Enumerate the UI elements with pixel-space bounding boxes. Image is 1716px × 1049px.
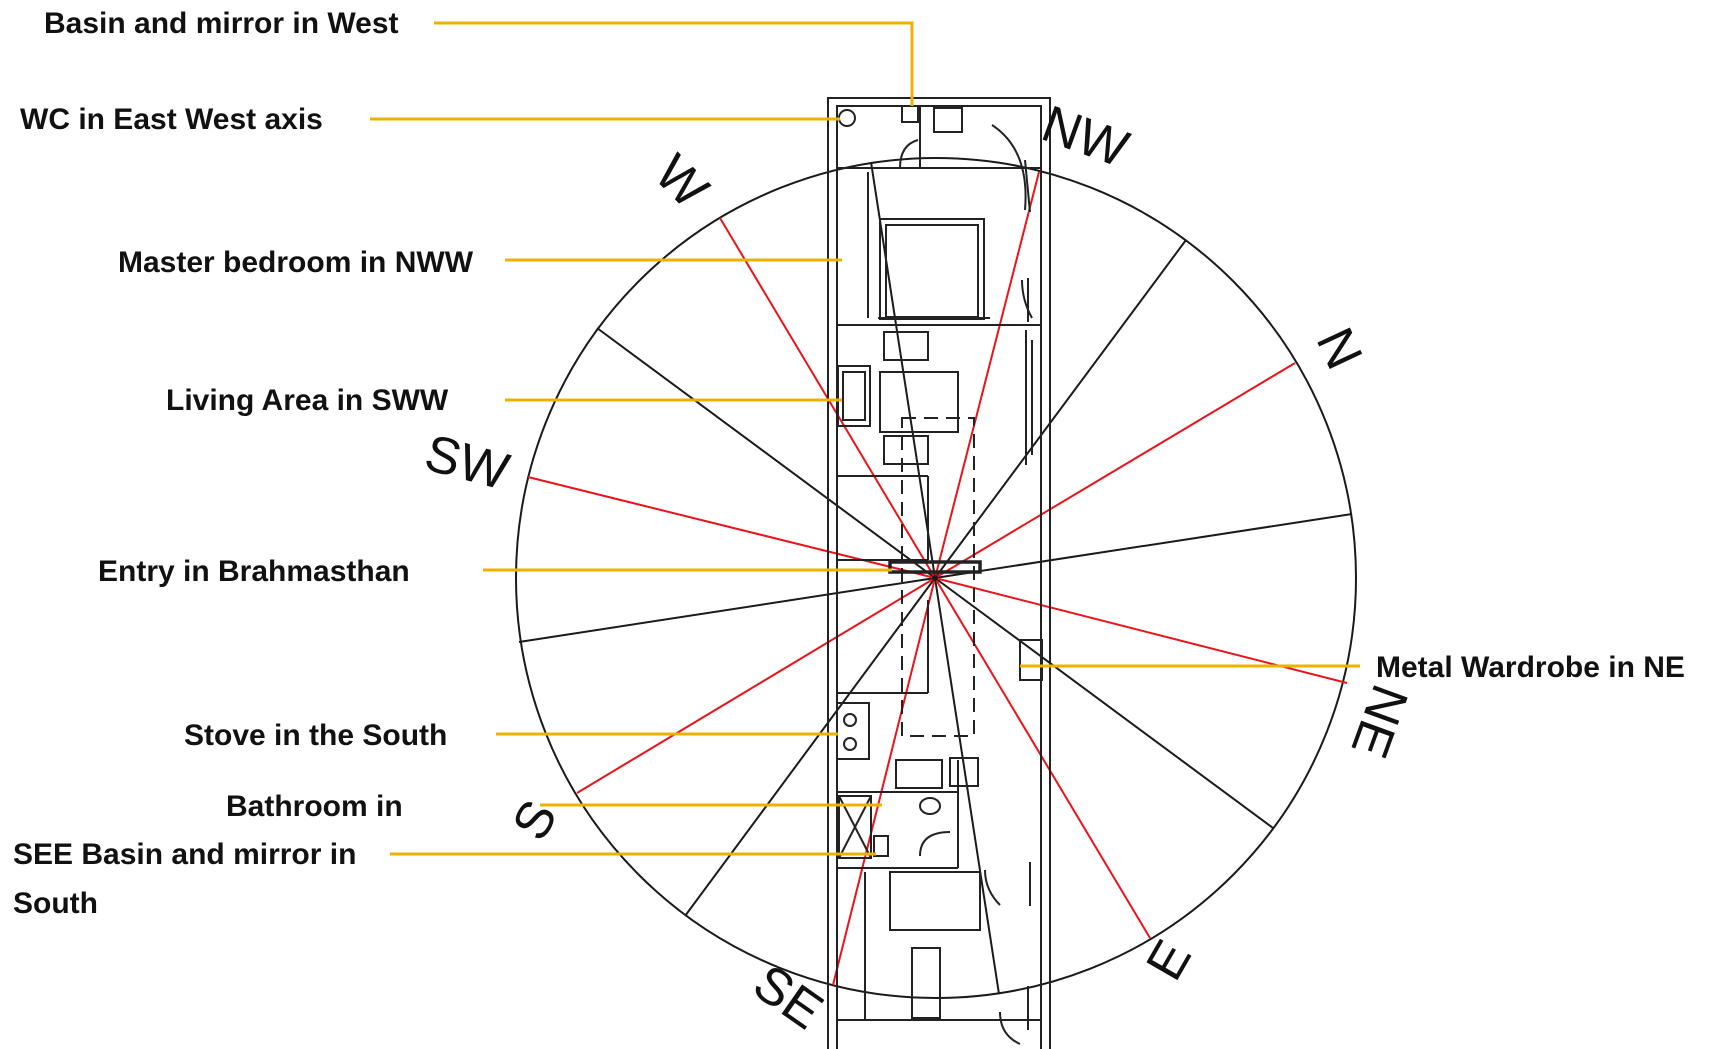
sofa <box>837 365 871 427</box>
armchair <box>883 435 929 465</box>
leader-basin-west <box>434 21 914 106</box>
door-swing <box>899 139 919 169</box>
desk <box>911 947 941 1019</box>
black-sector-lines <box>518 161 1353 995</box>
wc-fixture <box>838 109 856 127</box>
metal-wardrobe <box>1019 639 1043 681</box>
label-metal-wardrobe: Metal Wardrobe in NE <box>1376 651 1685 684</box>
direction-n: N <box>1305 319 1373 378</box>
leader-lines <box>370 21 1360 856</box>
direction-w: W <box>643 144 719 220</box>
black-ray <box>934 239 1187 579</box>
table <box>879 371 959 433</box>
black-ray <box>870 161 936 579</box>
direction-s: S <box>501 791 569 850</box>
label-wc: WC in East West axis <box>20 103 323 136</box>
compass-circle <box>515 157 1357 999</box>
direction-e: E <box>1135 931 1203 990</box>
entry-door <box>888 560 982 574</box>
burner <box>843 737 857 751</box>
door-swing <box>1021 279 1033 319</box>
direction-labels: NW W N SW NE S E SE <box>419 95 1419 1041</box>
red-ray <box>934 171 1040 579</box>
label-entry: Entry in Brahmasthan <box>98 555 410 588</box>
door-swing <box>999 1011 1021 1045</box>
label-living-area: Living Area in SWW <box>166 384 449 417</box>
door-swing <box>984 869 1001 906</box>
direction-ne: NE <box>1339 677 1418 765</box>
wc-cabinet <box>933 107 963 133</box>
armchair <box>883 331 929 361</box>
black-ray <box>518 577 936 643</box>
label-master-bedroom: Master bedroom in NWW <box>118 246 474 279</box>
stove <box>836 702 870 760</box>
black-ray <box>684 577 936 917</box>
black-ray <box>596 327 936 579</box>
bed <box>885 224 979 318</box>
burner <box>843 713 857 727</box>
basin-fixture-south <box>873 835 889 857</box>
bed-south <box>889 871 981 931</box>
label-see-basin: SEE Basin and mirror in <box>13 838 356 871</box>
red-ray <box>527 476 936 579</box>
door-leaf <box>1024 159 1031 213</box>
black-ray <box>934 513 1353 579</box>
fridge <box>949 757 979 787</box>
sofa-inner <box>842 371 866 421</box>
plan-inner-wall <box>836 105 1042 1049</box>
floor-plan <box>827 97 1051 1049</box>
plan-outer-wall <box>827 97 1051 1049</box>
sink <box>895 759 943 789</box>
basin-fixture-top <box>901 105 919 123</box>
red-ray <box>832 577 936 986</box>
red-ray <box>934 362 1296 579</box>
dashed-void <box>901 417 975 737</box>
label-stove: Stove in the South <box>184 719 447 752</box>
shower <box>838 795 872 859</box>
door-swing <box>991 124 1027 211</box>
brahmasthan-center <box>932 575 938 581</box>
black-ray <box>934 577 1274 829</box>
label-bathroom: Bathroom in <box>226 790 403 823</box>
label-basin-west: Basin and mirror in West <box>44 7 399 40</box>
annotation-labels: Basin and mirror in West WC in East West… <box>13 7 1685 920</box>
red-ray <box>934 577 1151 939</box>
bath-wc <box>919 797 941 815</box>
door-swing <box>919 831 951 857</box>
direction-se: SE <box>743 954 833 1041</box>
label-south-word: South <box>13 887 98 920</box>
direction-sw: SW <box>419 424 515 502</box>
red-ray <box>576 577 936 794</box>
bed-inner <box>879 218 985 320</box>
